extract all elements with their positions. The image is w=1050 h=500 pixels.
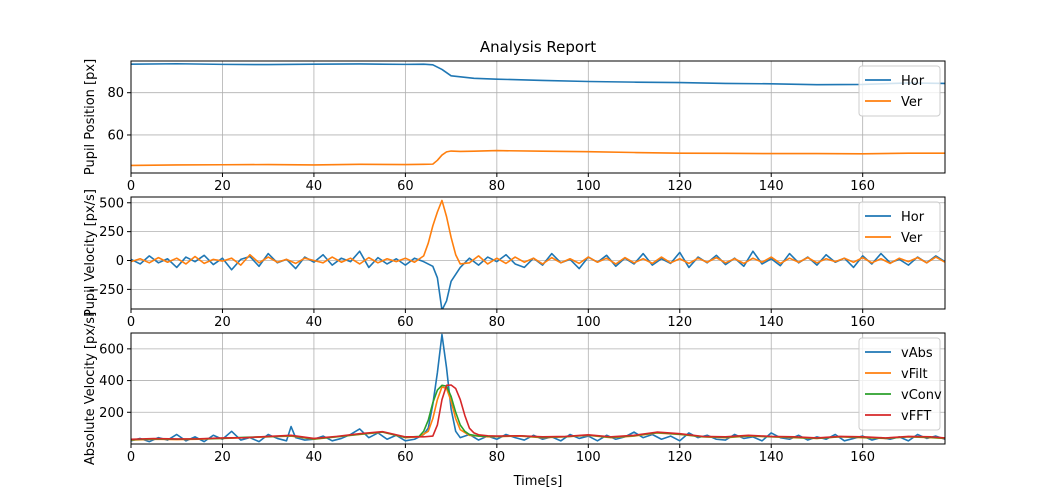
legend-box [858, 201, 941, 253]
x-tick-label: 120 [667, 179, 692, 194]
x-tick-label: 0 [127, 179, 135, 194]
legend-entry: vFilt [901, 367, 928, 382]
series-line-hor [131, 62, 945, 86]
x-tick-label: 100 [576, 315, 601, 330]
x-tick-label: 20 [214, 450, 231, 465]
x-tick-label: 100 [576, 179, 601, 194]
x-tick-label: 0 [127, 315, 135, 330]
legend: Hor Ver [858, 65, 941, 117]
legend-entry: Ver [901, 95, 923, 110]
legend-entry: Ver [901, 231, 923, 246]
y-axis-label: Pupil Velocity [px/s] [83, 189, 98, 317]
x-tick-label: 20 [214, 179, 231, 194]
y-axis-label: Absolute Velocity [px/s] [83, 312, 98, 465]
legend-entry: Hor [901, 210, 925, 225]
legend-box [858, 65, 941, 117]
x-axis-label: Time[s] [513, 474, 563, 489]
legend: Hor Ver [858, 201, 941, 253]
x-tick-label: 80 [489, 179, 506, 194]
x-tick-label: 40 [306, 315, 323, 330]
x-tick-label: 40 [306, 179, 323, 194]
x-tick-label: 80 [489, 315, 506, 330]
x-tick-label: 140 [759, 179, 784, 194]
series-group [131, 62, 945, 167]
x-tick-label: 140 [759, 450, 784, 465]
y-tick-label: 200 [99, 406, 124, 421]
legend-entry: vAbs [901, 346, 933, 361]
y-tick-label: 60 [107, 128, 124, 143]
x-tick-label: 40 [306, 450, 323, 465]
x-tick-label: 120 [667, 450, 692, 465]
series-group [131, 199, 945, 309]
y-tick-label: 400 [99, 374, 124, 389]
x-tick-label: 80 [489, 450, 506, 465]
legend-entry: Hor [901, 74, 925, 89]
chart-title: Analysis Report [480, 38, 596, 56]
x-tick-label: 60 [397, 179, 414, 194]
series-line-vfilt [131, 386, 945, 441]
y-tick-label: 0 [116, 254, 124, 269]
axes-frame [130, 196, 946, 310]
x-tick-label: 60 [397, 450, 414, 465]
series-line-vfft [131, 384, 945, 441]
y-tick-label: −250 [88, 283, 124, 298]
panels-layer: 0 20 40 60 80 100 120 140 160 60 80 Pupil Position … [83, 59, 946, 465]
series-line-ver [131, 149, 945, 167]
series-line-vabs [131, 333, 945, 443]
x-tick-label: 60 [397, 315, 414, 330]
legend-entry: vConv [901, 388, 942, 403]
x-tick-label: 160 [850, 315, 875, 330]
axes-frame [130, 332, 946, 445]
axes-frame [130, 60, 946, 174]
series-group [131, 333, 945, 443]
x-tick-label: 140 [759, 315, 784, 330]
panel-1: 0 20 40 60 80 100 120 140 160 60 80 Pupil Position … [83, 59, 946, 194]
legend-entry: vFFT [901, 409, 931, 424]
y-tick-label: 80 [107, 86, 124, 101]
legend-box [858, 337, 941, 431]
x-tick-label: 20 [214, 315, 231, 330]
series-line-ver [131, 199, 945, 266]
y-tick-label: 250 [99, 225, 124, 240]
y-tick-label: 600 [99, 342, 124, 357]
y-axis-label: Pupil Position [px] [83, 59, 98, 175]
x-tick-label: 160 [850, 450, 875, 465]
x-tick-label: 0 [127, 450, 135, 465]
x-tick-label: 100 [576, 450, 601, 465]
x-tick-label: 120 [667, 315, 692, 330]
x-tick-label: 160 [850, 179, 875, 194]
y-tick-label: 500 [99, 196, 124, 211]
legend: vAbs vFilt vConv vFFT [858, 337, 942, 431]
